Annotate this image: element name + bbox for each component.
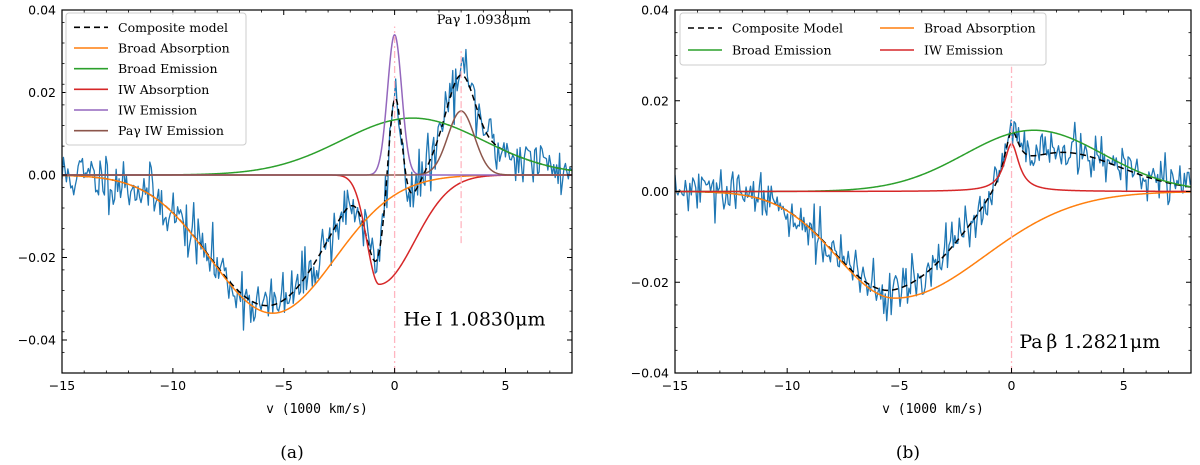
panel-b-caption: (b) (896, 443, 920, 463)
panel-a-y-tick-label: 0.00 (28, 168, 56, 183)
panel-a-y-tick-label: 0.04 (28, 3, 56, 18)
panel-a-x-tick-label: 5 (502, 378, 510, 393)
panel-a-series-composite-model (62, 74, 572, 307)
panel-b-series-observed-data (675, 119, 1191, 322)
panel-b-x-tick-label: −10 (774, 378, 800, 393)
panel-a-annotation-pa-1-0938-m: Paγ 1.0938μm (437, 13, 531, 28)
panel-a-y-tick-label: −0.04 (18, 333, 56, 348)
panel-b-legend: Composite Model Broad Absorption Broad Emi… (679, 12, 1047, 66)
panel-a-axis-ticks: −15 −10 −5 0 5 −0.04 −0.02 0.00 0.02 0.04 (18, 3, 573, 393)
legend-label-composite-model: Composite Model (732, 21, 843, 36)
legend-label-broad-emission: Broad Emission (118, 61, 218, 76)
panel-b-annotation-pa-1-2821-m: Pa β 1.2821μm (1019, 331, 1160, 353)
panel-a-series-layer (62, 34, 572, 331)
panel-a-x-tick-label: −5 (275, 378, 293, 393)
panel-a-x-tick-label: −10 (160, 378, 186, 393)
panel-a-reference-lines (393, 26, 462, 373)
legend-label-composite-model: Composite model (118, 20, 228, 35)
panel-b-legend-box (679, 12, 1047, 66)
panel-a-x-tick-label: 0 (391, 378, 399, 393)
panel-a-caption: (a) (280, 443, 303, 463)
panel-b-y-tick-label: 0.04 (641, 3, 669, 18)
panel-b-series-layer (675, 119, 1191, 322)
panel-a-y-tick-label: −0.02 (18, 250, 56, 265)
panel-a-x-tick-label: −15 (49, 378, 75, 393)
panel-b: −15 −10 −5 0 5 −0.04 −0.02 0.00 0.02 0.04 Pa β 1.… (631, 3, 1192, 463)
panel-b-annotations: Pa β 1.2821μm (1019, 331, 1160, 353)
panel-b-x-tick-label: 0 (1008, 378, 1016, 393)
panel-a: −15 −10 −5 0 5 −0.04 −0.02 0.00 0.02 0.04 He I 1.… (18, 3, 573, 463)
legend-label-broad-absorption: Broad Absorption (924, 21, 1036, 36)
legend-label-pa-iw-emission: Paγ IW Emission (118, 123, 224, 138)
panel-b-x-tick-label: −5 (890, 378, 908, 393)
legend-label-broad-emission: Broad Emission (732, 43, 832, 58)
panel-b-x-tick-label: −15 (662, 378, 688, 393)
panel-b-series-broad-emission (675, 129, 1191, 193)
panel-b-series-broad-absorption (675, 190, 1191, 299)
panel-a-series-pa-iw-emission (62, 110, 572, 176)
panel-b-y-tick-label: 0.02 (641, 93, 669, 108)
panel-b-x-axis-label: v (1000 km/s) (882, 402, 984, 417)
panel-a-annotation-he-i-1-0830-m: He I 1.0830μm (403, 309, 545, 331)
panel-a-x-axis-label: v (1000 km/s) (266, 402, 368, 417)
panel-a-plot-frame (61, 9, 573, 374)
panel-b-series-composite-model (675, 130, 1191, 292)
panel-b-y-tick-label: −0.02 (631, 275, 669, 290)
panel-a-series-broad-absorption (62, 174, 572, 314)
panel-b-y-tick-label: 0.00 (641, 184, 669, 199)
panel-b-y-tick-label: −0.04 (631, 366, 669, 381)
panel-a-legend-box (65, 12, 247, 146)
panel-a-legend: Composite model Broad Absorption Broad Emi… (65, 12, 247, 146)
legend-label-iw-emission: IW Emission (924, 43, 1003, 58)
panel-a-annotations: He I 1.0830μm Paγ 1.0938μm (403, 13, 545, 331)
panel-b-x-tick-label: 5 (1120, 378, 1128, 393)
legend-label-iw-absorption: IW Absorption (118, 82, 209, 97)
legend-label-iw-emission: IW Emission (118, 103, 197, 118)
panel-b-series-iw-emission (675, 143, 1191, 193)
legend-label-broad-absorption: Broad Absorption (118, 41, 230, 56)
panel-a-y-tick-label: 0.02 (28, 85, 56, 100)
panel-b-axis-ticks: −15 −10 −5 0 5 −0.04 −0.02 0.00 0.02 0.04 (631, 3, 1192, 393)
